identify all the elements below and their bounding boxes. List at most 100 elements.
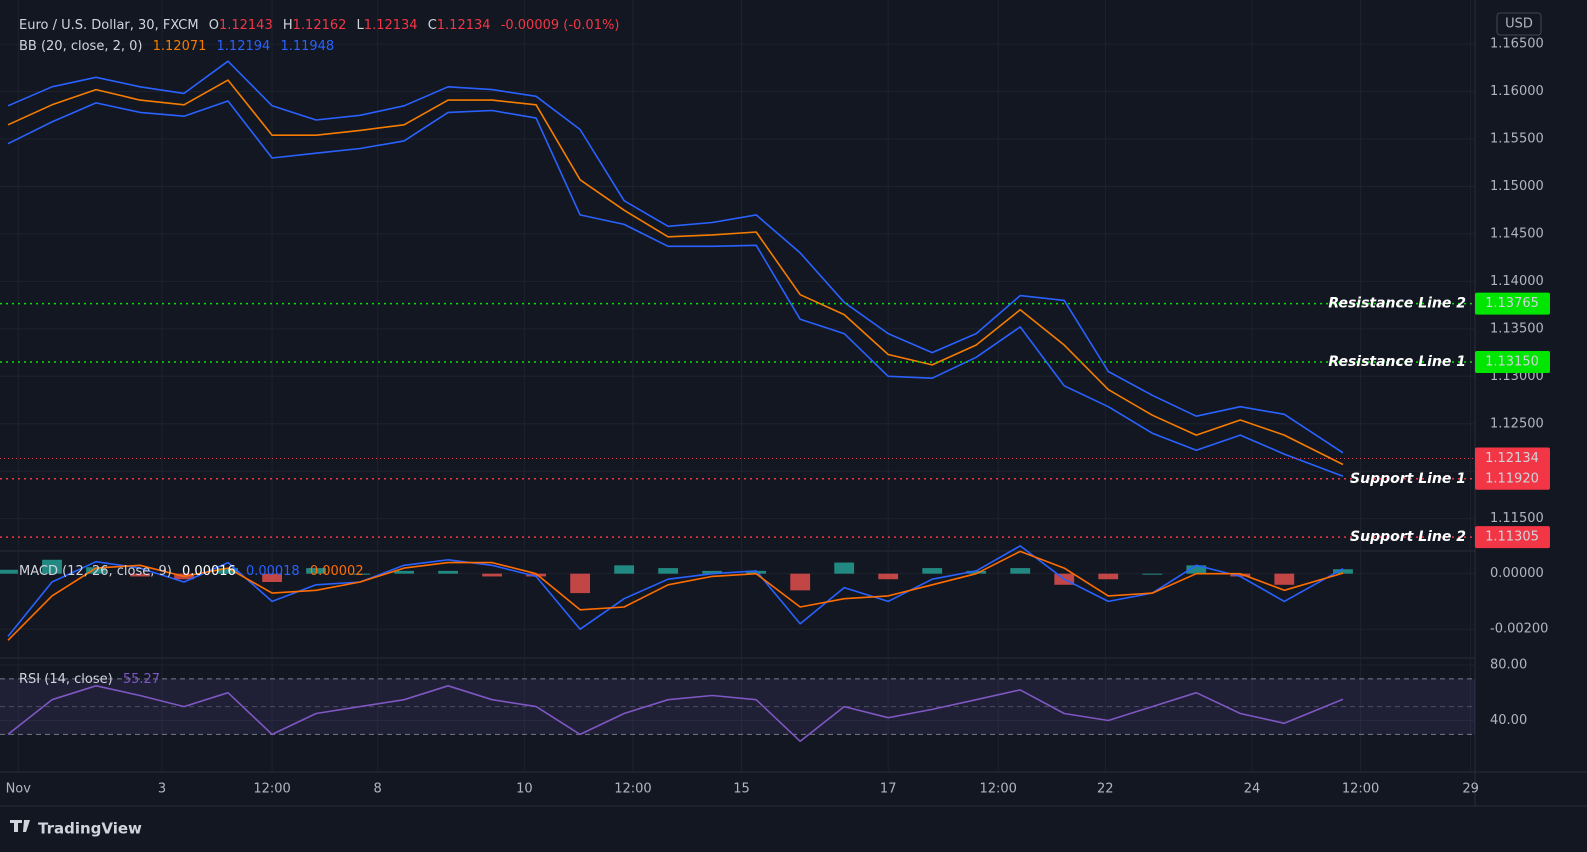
legend-value: 55.27 [123, 672, 160, 687]
level-price-box [1475, 526, 1550, 549]
indicator-name: RSI (14, close) [19, 672, 113, 687]
level-price: 1.13765 [1485, 296, 1539, 311]
y-tick-label: 1.16500 [1490, 37, 1544, 52]
ohlc-label: O [209, 18, 219, 33]
histogram-bar [746, 570, 767, 574]
y-tick-label: 80.00 [1490, 657, 1527, 672]
level-price-box [1475, 467, 1550, 490]
x-tick-label: Nov [6, 782, 32, 797]
y-tick-label: 1.12500 [1490, 416, 1544, 431]
histogram-bar [570, 573, 591, 594]
brand: TradingView [38, 820, 142, 838]
histogram-bar [1274, 573, 1295, 585]
last-price: 1.12134 [1485, 451, 1539, 466]
level-name: Support Line 1 [1350, 471, 1466, 487]
indicator-name: BB (20, close, 2, 0) [19, 39, 142, 54]
marks [0, 60, 1475, 743]
histogram-bar [394, 570, 414, 574]
legend-value: 1.12071 [153, 39, 207, 54]
histogram-bar [1186, 565, 1207, 574]
x-tick-label: 15 [733, 782, 750, 797]
x-tick-label: 12:00 [1342, 782, 1379, 797]
level-price: 1.13150 [1485, 355, 1539, 370]
currency: USD [1505, 17, 1533, 32]
histogram-bar [878, 573, 899, 580]
histogram-bar [1098, 573, 1119, 580]
histogram-bar [966, 570, 987, 574]
x-tick-label: 22 [1097, 782, 1114, 797]
ohlc-value: 1.12134 [364, 18, 418, 33]
legend-value: 0.00016 [182, 564, 236, 579]
x-tick-label: 29 [1462, 782, 1479, 797]
ohlc-label: C [428, 18, 437, 33]
legend-value: 1.12194 [217, 39, 271, 54]
histogram-bar [306, 568, 326, 574]
brand-logo [10, 820, 30, 832]
x-tick-label: 8 [374, 782, 382, 797]
legend-value: 0.00002 [310, 564, 364, 579]
x-tick-label: 12:00 [614, 782, 651, 797]
histogram-bar [702, 570, 723, 574]
level-price-box [1475, 292, 1550, 315]
histogram-bar [526, 573, 547, 577]
y-tick-label: 1.14500 [1490, 226, 1544, 241]
histogram-bar [1142, 573, 1163, 575]
histogram-bar [42, 559, 62, 574]
y-tick-label: 1.14000 [1490, 274, 1544, 289]
last-price-box [1475, 447, 1550, 470]
histogram-bar [0, 569, 18, 574]
legend-value: 0.00018 [246, 564, 300, 579]
ohlc-label: L [357, 18, 365, 33]
level-name: Support Line 2 [1350, 529, 1466, 545]
histogram-bar [614, 565, 635, 574]
indicator-name: MACD (12, 26, close, 9) [19, 564, 172, 579]
ohlc-value: 1.12143 [219, 18, 273, 33]
legend-value: 1.11948 [280, 39, 334, 54]
ohlc-label: H [283, 18, 293, 33]
histogram-bar [790, 573, 811, 591]
series-line [7, 100, 1344, 477]
x-tick-label: 17 [880, 782, 897, 797]
currency-box [1496, 12, 1542, 36]
level-price: 1.11920 [1485, 471, 1539, 486]
x-tick-label: 12:00 [253, 782, 290, 797]
rsi-legend: RSI (14, close) 55.27 [19, 672, 160, 687]
change: -0.00009 (-0.01%) [501, 18, 620, 33]
series-line [7, 545, 1344, 637]
y-tick-label: 1.15000 [1490, 179, 1544, 194]
histogram-bar [262, 573, 282, 582]
x-tick-label: 24 [1244, 782, 1261, 797]
histogram-bar [86, 567, 106, 574]
level-name: Resistance Line 1 [1328, 354, 1466, 370]
y-tick-label: 1.16000 [1490, 84, 1544, 99]
main-legend: Euro / U.S. Dollar, 30, FXCM O1.12143 H1… [19, 18, 619, 33]
series-line [7, 685, 1344, 743]
series-line [7, 79, 1344, 466]
x-tick-label: 10 [516, 782, 533, 797]
y-tick-label: 1.15500 [1490, 131, 1544, 146]
y-tick-label: 40.00 [1490, 713, 1527, 728]
series-line [7, 60, 1344, 454]
x-tick-label: 3 [158, 782, 166, 797]
histogram-bar [834, 562, 855, 574]
histogram-bar [658, 568, 679, 574]
histogram-bar [1230, 573, 1251, 577]
histogram-bar [350, 573, 370, 575]
y-tick-label: 1.11500 [1490, 511, 1544, 526]
y-tick-label: 1.13500 [1490, 321, 1544, 336]
histogram-bar [218, 568, 238, 574]
bb-legend: BB (20, close, 2, 0) 1.12071 1.12194 1.1… [19, 39, 334, 54]
y-tick-label: 0.00000 [1490, 566, 1544, 581]
histogram-bar [482, 573, 503, 577]
level-price: 1.11305 [1485, 530, 1539, 545]
histogram-bar [1333, 569, 1353, 574]
ohlc-value: 1.12134 [437, 18, 491, 33]
level-price-box [1475, 351, 1550, 374]
series-line [7, 550, 1344, 641]
histogram-bar [438, 570, 459, 574]
macd-legend: MACD (12, 26, close, 9) 0.00016 0.00018 … [19, 564, 364, 579]
histogram-bar [922, 568, 943, 574]
level-name: Resistance Line 2 [1328, 296, 1466, 312]
